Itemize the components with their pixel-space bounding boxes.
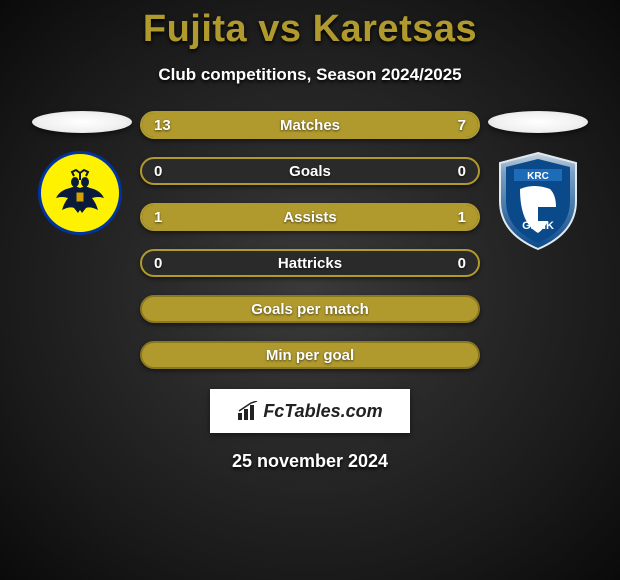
stat-right-value: 0 [458,255,466,272]
stat-label: Hattricks [278,255,342,272]
stat-label: Matches [280,117,340,134]
stvv-badge-icon [38,151,122,235]
stat-left-value: 0 [154,255,162,272]
stat-bar: Min per goal [140,341,480,369]
stat-left-value: 1 [154,209,162,226]
player-left-platform [32,111,132,133]
stat-label: Min per goal [266,347,354,364]
watermark: FcTables.com [210,389,410,433]
stat-right-value: 1 [458,209,466,226]
player-left-column [32,111,132,239]
stat-right-value: 0 [458,163,466,180]
date-label: 25 november 2024 [232,451,388,472]
watermark-text: FcTables.com [263,401,382,422]
stat-bar: 1 Assists 1 [140,203,480,231]
stat-left-value: 0 [154,163,162,180]
eagle-icon [50,168,110,218]
svg-text:KRC: KRC [527,171,549,182]
svg-text:GENK: GENK [522,220,554,232]
stat-left-value: 13 [154,117,171,134]
stat-right-value: 7 [458,117,466,134]
player-right-badge: KRC GENK [494,151,582,239]
stat-bar: Goals per match [140,295,480,323]
chart-icon [237,401,259,421]
stat-label: Goals [289,163,331,180]
subtitle: Club competitions, Season 2024/2025 [158,65,461,85]
comparison-panel: 13 Matches 7 0 Goals 0 1 Assists 1 0 Hattricks 0 Goa… [0,111,620,369]
stat-bar: 13 Matches 7 [140,111,480,139]
player-right-column: KRC GENK [488,111,588,239]
stat-bars: 13 Matches 7 0 Goals 0 1 Assists 1 0 Hattricks 0 Goa… [140,111,480,369]
genk-badge-icon: KRC GENK [494,151,582,251]
stat-label: Assists [283,209,336,226]
player-left-badge [38,151,126,239]
stat-bar: 0 Goals 0 [140,157,480,185]
page-title: Fujita vs Karetsas [143,8,477,51]
stat-bar: 0 Hattricks 0 [140,249,480,277]
stat-label: Goals per match [251,301,369,318]
player-right-platform [488,111,588,133]
